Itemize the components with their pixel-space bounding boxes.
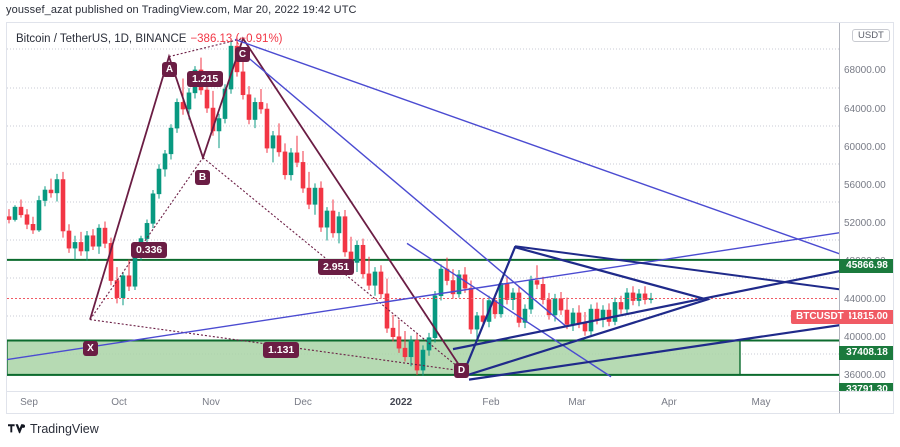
ratio-1215: 1.215 — [187, 71, 224, 87]
symbol-legend: Bitcoin / TetherUS, 1D, BINANCE −386.13 (… — [16, 33, 283, 45]
time-tick: Feb — [482, 397, 500, 408]
pattern-point-x: X — [83, 341, 98, 356]
tradingview-logo-icon — [8, 423, 25, 433]
time-tick: 2022 — [389, 397, 413, 408]
footer-branding: TradingView — [8, 422, 99, 436]
time-tick: Sep — [20, 397, 38, 408]
price-badge: 41815.00 — [839, 310, 893, 324]
pattern-point-d: D — [454, 363, 469, 378]
time-tick: Oct — [111, 397, 127, 408]
ticker-price-tag: BTCUSDT — [791, 310, 849, 324]
price-tick: 60000.00 — [844, 142, 886, 153]
symbol-label: Bitcoin / TetherUS, 1D, BINANCE — [16, 33, 187, 45]
attribution-text: youssef_azat published on TradingView.co… — [6, 4, 357, 16]
price-tick: 56000.00 — [844, 180, 886, 191]
time-tick: Mar — [568, 397, 586, 408]
pattern-point-b: B — [195, 170, 210, 185]
price-tick: 44000.00 — [844, 294, 886, 305]
price-badge: 37408.18 — [839, 346, 893, 360]
price-change-label: −386.13 (−0.91%) — [190, 33, 283, 45]
plot-area[interactable] — [7, 23, 839, 391]
price-scale[interactable]: USDT 68000.00 64000.00 60000.00 56000.00 520… — [839, 23, 893, 413]
price-badge: 45866.98 — [839, 259, 893, 273]
time-scale-divider — [839, 392, 840, 413]
chart-frame: Bitcoin / TetherUS, 1D, BINANCE −386.13 (… — [6, 22, 894, 414]
ratio-2951: 2.951 — [318, 259, 355, 275]
pattern-point-a: A — [162, 62, 177, 77]
time-tick: Apr — [661, 397, 677, 408]
time-tick: May — [751, 397, 771, 408]
time-scale[interactable]: Sep Oct Nov Dec 2022 Feb Mar Apr May — [7, 391, 893, 413]
pattern-point-c: C — [235, 47, 250, 62]
price-tick: 64000.00 — [844, 104, 886, 115]
price-tick: 52000.00 — [844, 218, 886, 229]
ratio-1131: 1.131 — [263, 342, 300, 358]
currency-chip: USDT — [852, 29, 890, 42]
price-tick: 68000.00 — [844, 65, 886, 76]
ratio-0336: 0.336 — [131, 242, 168, 258]
chart-svg — [7, 36, 839, 381]
tradingview-wordmark: TradingView — [30, 422, 99, 436]
price-tick: 40000.00 — [844, 332, 886, 343]
time-tick: Dec — [294, 397, 312, 408]
price-tick: 36000.00 — [844, 370, 886, 381]
time-tick: Nov — [202, 397, 220, 408]
